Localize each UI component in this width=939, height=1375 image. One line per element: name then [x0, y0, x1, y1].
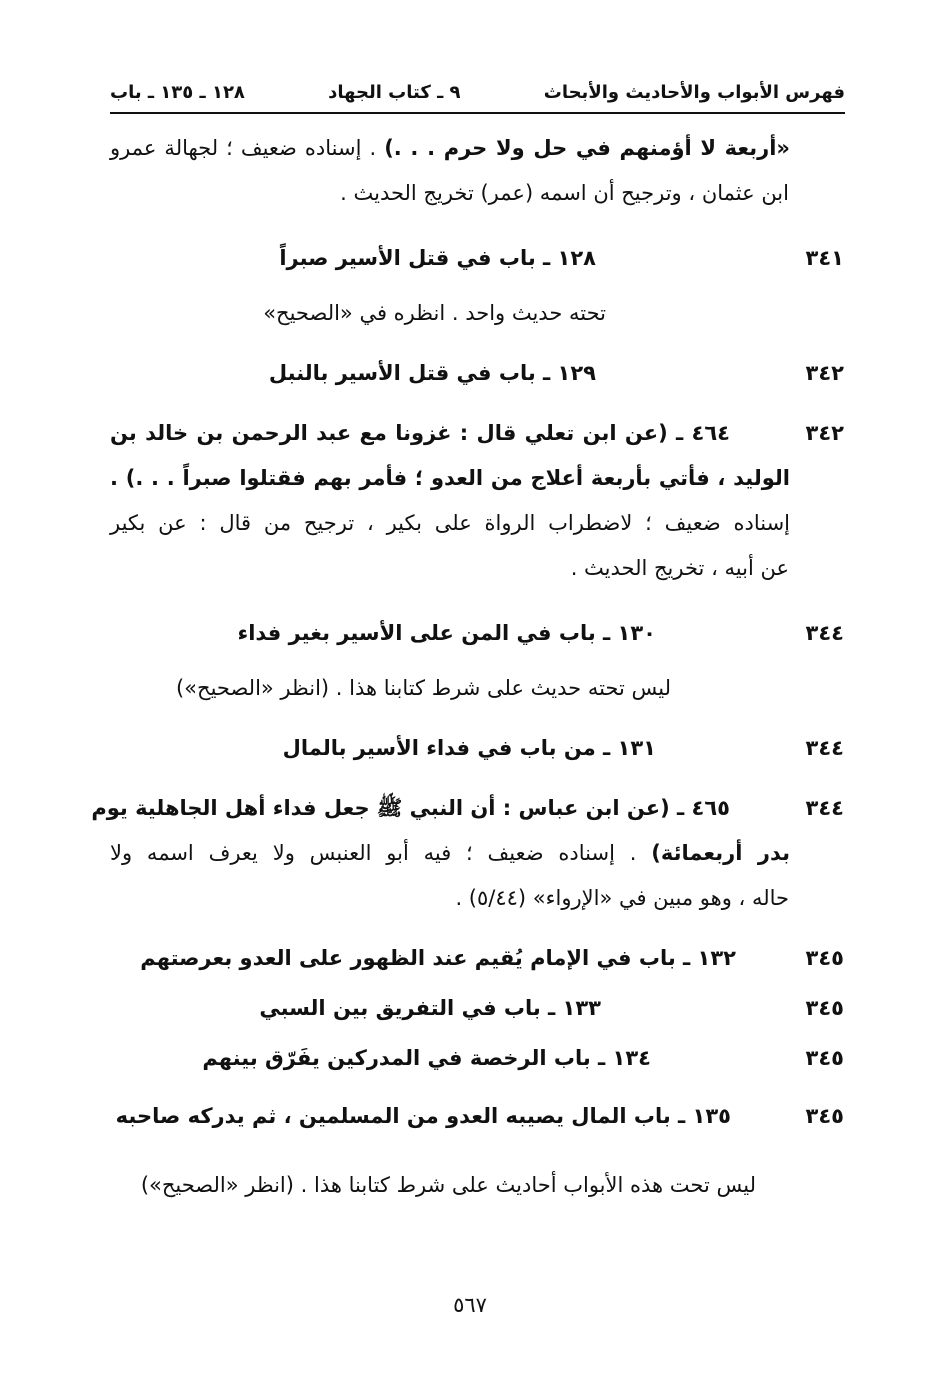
- page-ref: ٣٤٤: [805, 736, 844, 760]
- running-header: فهرس الأبواب والأحاديث والأبحاث ٩ ـ كتاب…: [110, 80, 845, 106]
- continued-hadith-line-2: ابن عثمان ، وترجيح أن اسمه (عمر) تخريج ا…: [340, 181, 789, 205]
- commentary-line: حاله ، وهو مبين في «الإرواء» (٥/٤٤) .: [455, 886, 789, 910]
- chapter-title: ١٢٨ ـ باب في قتل الأسير صبراً: [279, 246, 596, 270]
- header-rule: [110, 112, 845, 114]
- running-header-index-title: فهرس الأبواب والأحاديث والأبحاث: [543, 82, 845, 103]
- commentary-line: إسناده ضعيف ؛ لاضطراب الرواة على بكير ، …: [110, 511, 790, 535]
- hadith-line-2: بدر أربعمائة) . إسناده ضعيف ؛ فيه أبو ال…: [110, 838, 790, 868]
- chapter-title: ١٣٢ ـ باب في الإمام يُقيم عند الظهور على…: [140, 946, 736, 970]
- chapter-title: ١٣٠ ـ باب في المن على الأسير بغير فداء: [237, 621, 656, 645]
- page-ref: ٣٤٥: [805, 996, 844, 1020]
- chapter-title: ١٣١ ـ من باب في فداء الأسير بالمال: [282, 736, 656, 760]
- page-number: ٥٦٧: [453, 1293, 487, 1317]
- chapter-note: ليس تحته حديث على شرط كتابنا هذا . (انظر…: [175, 676, 671, 700]
- chapter-note: تحته حديث واحد . انظره في «الصحيح»: [263, 301, 606, 325]
- hadith-line: ٤٦٥ ـ (عن ابن عباس : أن النبي ﷺ جعل فداء…: [91, 796, 730, 820]
- page-ref: ٣٤٤: [805, 621, 844, 645]
- running-header-range: ١٢٨ ـ ١٣٥ ـ باب: [110, 82, 245, 103]
- commentary-text: . إسناده ضعيف ؛ لجهالة عمرو: [110, 136, 385, 160]
- continued-hadith-line-1: «أربعة لا أؤمنهم في حل ولا حرم . . .) . …: [110, 133, 790, 163]
- page-ref: ٣٤٢: [805, 361, 844, 385]
- hadith-line: الوليد ، فأتي بأربعة أعلاج من العدو ؛ فأ…: [110, 466, 790, 490]
- page-ref: ٣٤٥: [805, 1104, 844, 1128]
- chapter-title: ١٣٥ ـ باب المال يصيبه العدو من المسلمين …: [115, 1104, 731, 1128]
- page-ref: ٣٤١: [805, 246, 844, 270]
- chapter-title: ١٢٩ ـ باب في قتل الأسير بالنبل: [268, 361, 596, 385]
- page-ref: ٣٤٥: [805, 946, 844, 970]
- commentary-text: . إسناده ضعيف ؛ فيه أبو العنبس ولا يعرف …: [110, 841, 652, 865]
- page-ref: ٣٤٤: [805, 796, 844, 820]
- running-header-book: ٩ ـ كتاب الجهاد: [328, 82, 461, 103]
- page-ref: ٣٤٥: [805, 1046, 844, 1070]
- chapter-title: ١٣٤ ـ باب الرخصة في المدركين يفَرّق بينه…: [202, 1046, 651, 1070]
- hadith-line: ٤٦٤ ـ (عن ابن تعلي قال : غزونا مع عبد ال…: [110, 421, 730, 445]
- commentary-line: عن أبيه ، تخريج الحديث .: [570, 556, 789, 580]
- page-ref: ٣٤٢: [805, 421, 844, 445]
- closing-note: ليس تحت هذه الأبواب أحاديث على شرط كتابن…: [140, 1173, 756, 1197]
- hadith-text: بدر أربعمائة): [651, 841, 790, 865]
- chapter-title: ١٣٣ ـ باب في التفريق بين السبي: [259, 996, 601, 1020]
- hadith-text: «أربعة لا أؤمنهم في حل ولا حرم . . .): [384, 136, 790, 160]
